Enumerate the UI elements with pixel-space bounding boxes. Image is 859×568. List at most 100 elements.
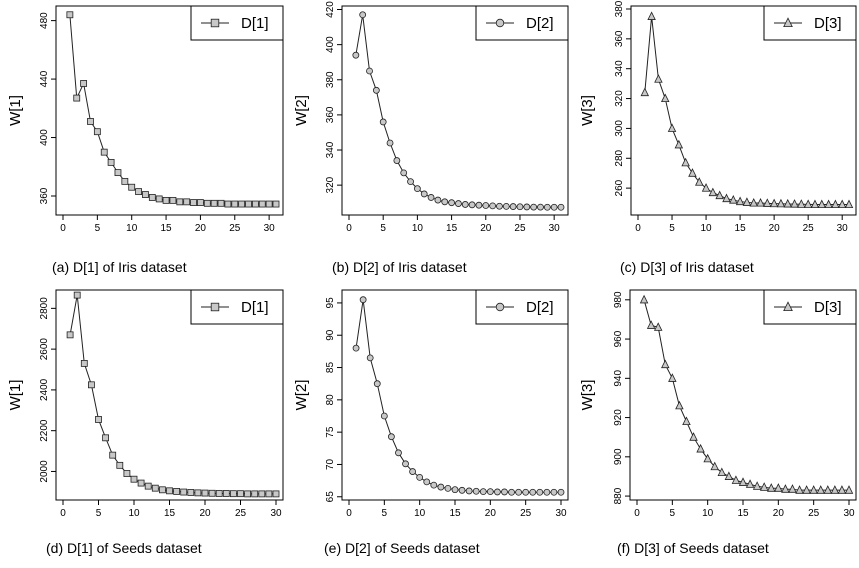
y-tick-label: 280: [614, 149, 625, 166]
data-point: [653, 322, 663, 331]
y-axis: 2000 2200 2400 2600 2800: [39, 297, 56, 483]
legend: D[2]: [475, 5, 569, 41]
x-tick-label: 20: [485, 508, 497, 519]
x-tick-label: 30: [264, 223, 276, 234]
data-point: [197, 199, 204, 206]
data-point: [844, 199, 854, 209]
data-point: [272, 200, 280, 208]
data-point: [208, 489, 216, 497]
data-point: [557, 488, 565, 496]
data-point: [667, 123, 677, 132]
data-point: [809, 485, 818, 494]
data-point: [837, 199, 847, 209]
legend: D[3]: [763, 5, 857, 41]
data-point: [366, 354, 374, 362]
data-point: [427, 194, 435, 201]
x-tick-label: 30: [843, 508, 855, 519]
data-point: [100, 148, 108, 156]
data-point: [203, 199, 211, 207]
data-point: [130, 475, 138, 483]
data-point: [781, 484, 790, 493]
data-point: [359, 296, 367, 304]
y-tick-label: 960: [613, 330, 624, 347]
data-point: [109, 451, 117, 459]
y-tick-label: 480: [39, 12, 50, 29]
data-point: [144, 482, 152, 490]
data-point: [681, 157, 690, 167]
data-point: [455, 200, 462, 207]
data-point: [788, 484, 797, 493]
x-tick-label: 10: [702, 508, 714, 519]
data-point: [695, 177, 704, 186]
chart-caption: (b) D[2] of Iris dataset: [332, 259, 467, 275]
data-point: [689, 432, 698, 441]
data-point: [93, 128, 101, 136]
chart-caption: (f) D[3] of Seeds dataset: [617, 540, 769, 556]
chart-caption: (e) D[2] of Seeds dataset: [324, 540, 480, 556]
y-axis-label: W[1]: [7, 380, 24, 411]
chart-caption: (d) D[1] of Seeds dataset: [46, 540, 202, 556]
data-point: [509, 203, 517, 210]
data-point: [824, 199, 833, 209]
data-point: [795, 485, 804, 494]
x-tick-label: 5: [95, 223, 101, 234]
x-tick-label: 30: [837, 223, 849, 234]
data-point: [523, 203, 531, 211]
legend-label: D[2]: [526, 15, 554, 32]
y-tick-label: 940: [613, 370, 624, 387]
x-tick-label: 30: [555, 508, 567, 519]
x-tick-label: 20: [773, 508, 785, 519]
data-point: [245, 200, 252, 208]
y-axis-label: W[3]: [579, 95, 596, 126]
x-tick-label: 0: [634, 508, 640, 519]
data-point: [742, 197, 752, 206]
data-point: [352, 51, 360, 59]
plot-frame: [55, 5, 284, 216]
data-point: [66, 11, 74, 19]
data-point: [402, 460, 409, 468]
data-point: [102, 434, 109, 442]
data-point: [151, 484, 159, 492]
x-tick-label: 10: [412, 223, 424, 234]
data-point: [176, 198, 184, 206]
data-point: [550, 488, 558, 496]
series-markers: [66, 291, 280, 498]
data-point: [183, 198, 191, 206]
data-point: [803, 199, 813, 208]
data-point: [393, 157, 401, 164]
data-point: [265, 490, 273, 498]
data-point: [194, 489, 202, 497]
data-point: [831, 199, 840, 209]
y-tick-label: 440: [39, 70, 50, 87]
y-axis-label: W[2]: [293, 95, 310, 126]
data-point: [722, 193, 731, 203]
data-point: [682, 416, 691, 426]
data-point: [352, 344, 360, 352]
y-tick-label: 880: [613, 487, 624, 504]
data-point: [395, 449, 402, 457]
data-point: [430, 481, 438, 489]
data-point: [489, 202, 497, 210]
data-point: [515, 488, 523, 496]
data-point: [501, 488, 508, 496]
data-point: [437, 483, 445, 491]
y-axis-label: W[2]: [293, 380, 310, 411]
data-point: [660, 93, 670, 103]
data-point: [114, 169, 122, 177]
y-axis: 65 70 75 80 85 90 95: [325, 297, 342, 502]
y-tick-label: 90: [325, 329, 336, 341]
data-point: [756, 198, 765, 207]
data-point: [107, 158, 115, 166]
legend-label: D[2]: [526, 299, 554, 316]
y-tick-label: 360: [325, 106, 336, 123]
data-point: [830, 485, 840, 494]
data-point: [116, 461, 124, 469]
legend: D[2]: [475, 289, 569, 325]
data-point: [224, 200, 232, 208]
x-tick-label: 25: [514, 223, 526, 234]
data-point: [823, 485, 833, 494]
data-point: [388, 433, 395, 441]
series-line: [69, 295, 276, 495]
plot-frame: [630, 5, 857, 216]
legend: D[1]: [190, 289, 284, 325]
